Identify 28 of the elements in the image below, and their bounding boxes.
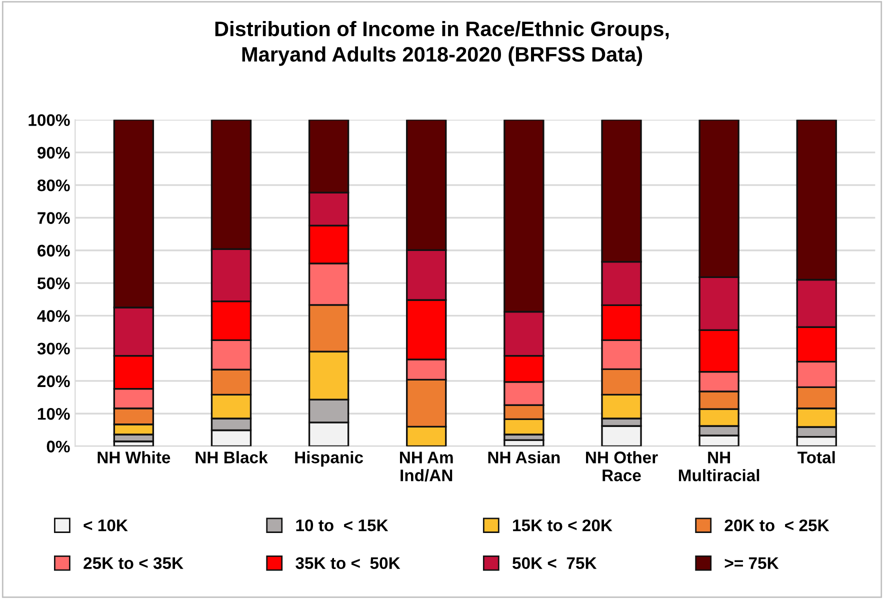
y-tick-label: 10% — [38, 408, 70, 420]
x-tick-label: Hispanic — [295, 451, 364, 467]
legend-label: 50K < 75K — [512, 557, 597, 570]
x-tick-label: Total — [798, 451, 835, 464]
y-tick-label: 80% — [37, 179, 70, 192]
legend-label: >= 75K — [724, 557, 779, 570]
legend-label: 15K to < 20K — [513, 519, 612, 532]
y-tick-label: 50% — [37, 277, 70, 290]
x-tick-label: NH Black — [196, 451, 268, 464]
x-tick-label: NH Multiracial — [678, 452, 760, 482]
x-tick-label: NH Am Ind/AN — [400, 452, 453, 482]
x-tick-label: NH Other Race — [586, 451, 658, 482]
legend-label: 25K to < 35K — [84, 557, 184, 570]
x-tick-label: NH Asian — [488, 451, 560, 464]
y-tick-label: 40% — [37, 310, 70, 322]
y-tick-label: 20% — [38, 375, 70, 388]
legend-label: 35K to < 50K — [296, 557, 400, 570]
y-tick-label: 90% — [38, 146, 70, 159]
x-tick-label: NH White — [98, 451, 170, 464]
y-tick-label: 30% — [37, 342, 70, 355]
legend-label: < 10K — [84, 519, 128, 532]
legend-label: 10 to < 15K — [296, 519, 388, 532]
y-tick-label: 60% — [38, 244, 70, 257]
y-tick-label: 100% — [28, 114, 70, 126]
chart-title: Distribution of Income in Race/Ethnic Groups, Maryand Adults 2018-2020 (BRFSS Data) — [215, 20, 669, 66]
y-tick-label: 70% — [38, 212, 70, 224]
y-tick-label: 0% — [46, 440, 70, 452]
legend-label: 20K to < 25K — [724, 519, 830, 532]
